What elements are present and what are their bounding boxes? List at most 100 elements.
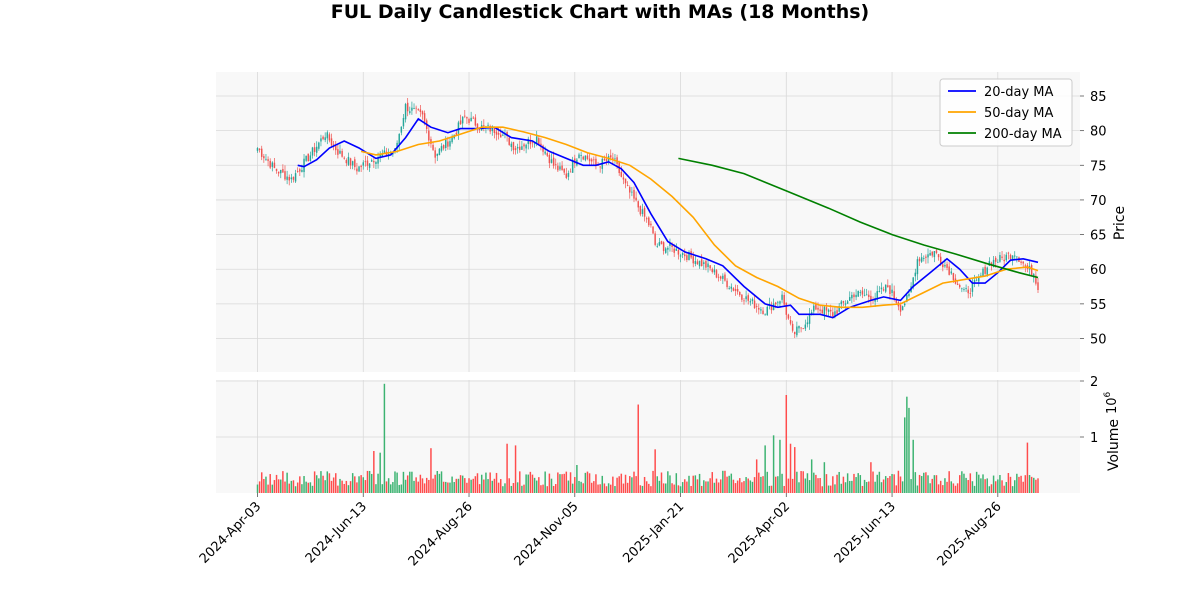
candle-body <box>436 153 439 156</box>
volume-bar <box>889 476 891 493</box>
candle-body <box>370 160 373 162</box>
volume-bar <box>307 482 310 493</box>
candle-body <box>973 280 976 283</box>
candle-body <box>975 279 978 281</box>
volume-bar <box>643 476 646 493</box>
candle-body <box>383 150 386 153</box>
candle-body <box>364 161 367 163</box>
candle-body <box>605 159 608 161</box>
candle-body <box>362 162 364 166</box>
volume-bar <box>946 481 948 493</box>
volume-bar <box>965 477 967 493</box>
candle-body <box>825 307 828 311</box>
volume-bar <box>810 459 813 493</box>
volume-bar <box>861 485 864 493</box>
candle-body <box>521 146 523 150</box>
volume-bar <box>997 479 999 493</box>
ma-line-50-day-ma <box>360 126 1039 309</box>
volume-bar <box>629 476 631 493</box>
volume-bar <box>311 485 314 493</box>
candle-body <box>774 302 777 305</box>
candle-body <box>438 148 441 156</box>
candle-body <box>256 148 259 151</box>
candle-body <box>705 260 707 268</box>
candle-body <box>789 320 792 324</box>
candle-body <box>821 309 823 314</box>
volume-bar <box>468 478 470 493</box>
candle-body <box>343 157 345 159</box>
candle-body <box>643 207 646 217</box>
volume-bar <box>920 476 923 493</box>
candle-body <box>311 147 314 156</box>
volume-bar <box>969 473 972 493</box>
x-tick-label: 2025-Apr-02 <box>726 499 793 566</box>
volume-bar <box>897 470 900 493</box>
candle-body <box>565 173 568 178</box>
price-plot-area <box>216 72 1080 372</box>
candle-body <box>766 306 768 316</box>
volume-bar <box>815 474 817 493</box>
volume-bar <box>284 481 286 493</box>
candle-body <box>813 305 815 312</box>
candle-body <box>531 142 534 144</box>
volume-bar <box>1005 482 1008 493</box>
candle-body <box>554 164 557 166</box>
volume-bar <box>766 471 768 493</box>
candle-body <box>1020 261 1022 263</box>
volume-bar <box>554 484 557 493</box>
volume-bar <box>620 473 623 493</box>
volume-bar <box>779 439 781 493</box>
candle-body <box>908 293 910 297</box>
volume-bar <box>569 472 572 493</box>
candle-body <box>984 266 986 274</box>
volume-bar <box>563 473 565 493</box>
candle-body <box>707 263 709 267</box>
volume-bar <box>963 473 965 493</box>
price-tick-label: 65 <box>1090 229 1107 244</box>
volume-bar <box>529 471 532 493</box>
volume-bar <box>578 480 580 493</box>
volume-bar <box>703 480 705 493</box>
volume-bar <box>853 473 855 493</box>
candle-body <box>609 155 612 158</box>
candle-body <box>726 280 728 288</box>
candle-body <box>946 264 948 268</box>
candle-body <box>345 160 348 164</box>
candle-body <box>880 287 883 290</box>
candle-body <box>836 310 838 314</box>
volume-bar <box>540 485 542 493</box>
volume-tick-label: 1 <box>1090 431 1098 446</box>
candle-body <box>956 283 959 285</box>
volume-bar <box>971 481 974 493</box>
candle-body <box>918 258 921 262</box>
volume-bar <box>838 471 840 493</box>
volume-bar <box>832 476 834 493</box>
candle-body <box>529 139 532 145</box>
candle-body <box>925 256 927 258</box>
volume-bar <box>736 480 739 493</box>
candle-body <box>743 300 745 302</box>
volume-bar <box>1037 478 1039 493</box>
volume-bar <box>916 485 919 493</box>
volume-bar <box>464 478 466 493</box>
candle-body <box>749 301 752 303</box>
volume-bar <box>726 476 728 493</box>
candle-body <box>846 301 849 304</box>
volume-bar <box>1016 473 1018 493</box>
volume-bar <box>692 475 694 493</box>
candle-body <box>470 117 472 122</box>
volume-bar <box>461 475 464 493</box>
candle-body <box>817 307 819 310</box>
candle-body <box>1016 256 1018 258</box>
volume-bar <box>785 395 788 493</box>
volume-bar <box>929 483 931 493</box>
candle-body <box>777 301 779 303</box>
volume-bar <box>631 477 633 493</box>
candle-body <box>341 150 343 157</box>
candle-body <box>785 302 788 315</box>
volume-bar <box>417 481 419 493</box>
candle-body <box>447 141 449 147</box>
candle-body <box>982 268 984 277</box>
candle-body <box>794 331 796 335</box>
candle-body <box>944 265 946 267</box>
